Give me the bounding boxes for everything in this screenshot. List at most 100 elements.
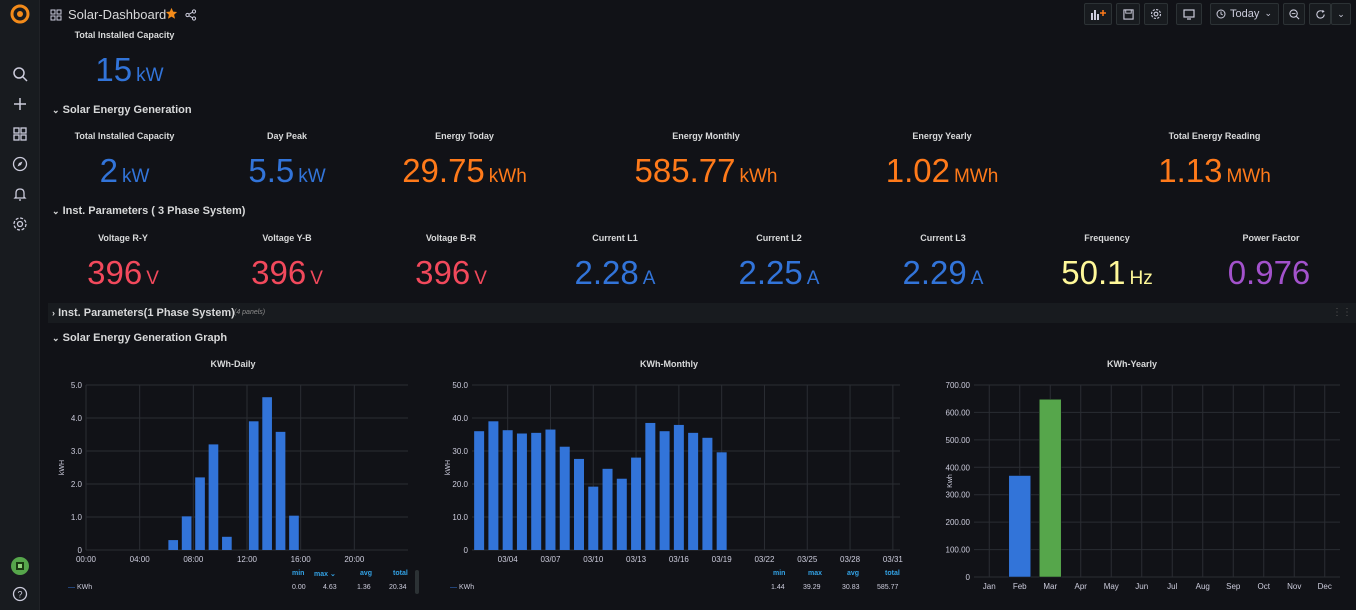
solar-stat-number: 585.77 — [634, 152, 736, 189]
bar — [275, 431, 286, 550]
x-tick-label: Feb — [1013, 582, 1027, 591]
inst-stat-title: Current L2 — [756, 233, 802, 243]
legend-scrollbar[interactable] — [415, 570, 419, 594]
y-tick-label: 100.00 — [946, 546, 971, 555]
chart-daily[interactable]: 0 1.0 2.0 3.0 4.0 5.0 kWH 00:00 04:00 08:00 12:00 1… — [48, 370, 418, 570]
bar — [1039, 399, 1062, 578]
legend-avg: 30.83 — [842, 584, 860, 591]
legend-series-kwh[interactable]: — KWh — [450, 584, 474, 591]
legend-series-label: KWh — [76, 584, 93, 591]
legend-min: 1.44 — [771, 584, 785, 591]
chart-yearly[interactable]: 0 100.00 200.00 300.00 400.00 500.00 600.00 700… — [918, 370, 1346, 595]
inst-stat-title: Voltage R-Y — [98, 233, 148, 243]
legend-header-max[interactable]: max ⌄ — [314, 570, 336, 578]
dashboard-settings-button[interactable] — [1144, 3, 1168, 25]
x-tick-label: 08:00 — [183, 555, 204, 564]
save-dashboard-button[interactable] — [1116, 3, 1140, 25]
legend-header-min[interactable]: min — [773, 570, 786, 577]
inst-stat-value: 2.29 A — [868, 254, 1018, 292]
legend-header-total[interactable]: total — [393, 570, 408, 577]
star-icon[interactable] — [165, 7, 178, 25]
x-tick-label: May — [1104, 582, 1119, 591]
inst-stat-number: 2.25 — [738, 254, 803, 291]
search-icon[interactable] — [10, 64, 30, 84]
y-tick-label: 600.00 — [946, 408, 971, 417]
series-swatch-icon: — — [450, 584, 457, 591]
legend-series-kwh[interactable]: — KWh — [68, 584, 92, 591]
bar — [208, 444, 219, 550]
chart-monthly-title: KWh-Monthly — [640, 359, 698, 369]
grafana-logo-icon[interactable] — [10, 4, 30, 24]
x-tick-label: 12:00 — [237, 555, 258, 564]
row-inst-3-phase[interactable]: ⌄ Inst. Parameters ( 3 Phase System) — [52, 205, 245, 217]
row-solar-energy-generation[interactable]: ⌄ Solar Energy Generation — [52, 104, 192, 116]
inst-stat-value: 0.976 — [1196, 254, 1346, 292]
zoom-out-button[interactable] — [1283, 3, 1305, 25]
add-panel-icon — [1091, 10, 1106, 20]
row-title: Inst. Parameters(1 Phase System) — [58, 307, 235, 319]
x-tick-label: 04:00 — [130, 555, 151, 564]
dashboard-title[interactable]: Solar-Dashboard — [68, 7, 167, 22]
inst-stat-value: 2.28 A — [540, 254, 690, 292]
bar — [559, 446, 570, 550]
gear-icon[interactable] — [10, 214, 30, 234]
inst-stat-title: Power Factor — [1242, 233, 1300, 243]
clock-icon — [1216, 9, 1226, 19]
inst-stat-number: 0.976 — [1227, 254, 1311, 291]
x-tick-label: 00:00 — [76, 555, 97, 564]
legend-header-avg[interactable]: avg — [847, 570, 860, 577]
share-icon[interactable] — [185, 8, 197, 26]
drag-handle-icon[interactable]: ⋮⋮ — [1332, 307, 1352, 318]
legend-series-label: KWh — [458, 584, 475, 591]
inst-stat-unit: A — [970, 268, 984, 289]
x-tick-label: 03/10 — [583, 555, 604, 564]
refresh-button[interactable] — [1309, 3, 1331, 25]
plus-icon[interactable] — [10, 94, 30, 114]
y-axis-label: kWH — [445, 460, 452, 475]
chart-monthly[interactable]: 0 10.0 20.0 30.0 40.0 50.0 kWH 03/04 03/07 03/10 0… — [430, 370, 908, 570]
top-capacity-number: 15 — [95, 51, 133, 88]
legend-max: 39.29 — [803, 584, 821, 591]
time-range-picker[interactable]: Today ⌄ — [1210, 3, 1279, 25]
bell-icon[interactable] — [10, 184, 30, 204]
legend-header-max[interactable]: max — [808, 570, 823, 577]
inst-stat-value: 2.25 A — [704, 254, 854, 292]
help-icon[interactable]: ? — [10, 584, 30, 604]
inst-stat-value: 50.1 Hz — [1032, 254, 1182, 292]
cycle-view-mode-button[interactable] — [1176, 3, 1202, 25]
inst-stat-number: 396 — [415, 254, 471, 291]
inst-stat-title: Current L3 — [920, 233, 966, 243]
inst-stat-unit: V — [146, 268, 159, 289]
inst-stat-title: Current L1 — [592, 233, 638, 243]
chevron-down-icon: ⌄ — [52, 333, 60, 343]
solar-stat-title: Total Energy Reading — [1168, 131, 1261, 141]
legend-header-avg[interactable]: avg — [360, 570, 373, 577]
dashboards-icon[interactable] — [10, 124, 30, 144]
x-tick-label: 03/22 — [754, 555, 775, 564]
chevron-down-icon: ⌄ — [1264, 8, 1272, 18]
explore-compass-icon[interactable] — [10, 154, 30, 174]
row-title: Inst. Parameters ( 3 Phase System) — [62, 205, 246, 217]
gear-icon — [1150, 8, 1162, 20]
bar — [262, 397, 272, 550]
legend-header-min[interactable]: min — [292, 570, 305, 577]
refresh-interval-dropdown[interactable]: ⌄ — [1331, 3, 1351, 25]
avatar[interactable] — [10, 556, 30, 576]
bar — [616, 478, 627, 550]
y-tick-label: 30.0 — [452, 447, 468, 456]
chevron-down-icon: ⌄ — [1337, 8, 1345, 19]
bar — [716, 452, 727, 550]
bar — [702, 437, 713, 550]
bar — [474, 431, 485, 550]
row-inst-1-phase[interactable]: › Inst. Parameters(1 Phase System) (4 pa… — [48, 303, 1356, 323]
top-capacity-title: Total Installed Capacity — [74, 30, 175, 40]
x-tick-label: Nov — [1287, 582, 1301, 591]
legend-header-total[interactable]: total — [885, 570, 900, 577]
x-tick-label: 16:00 — [291, 555, 312, 564]
x-tick-label: Jul — [1167, 582, 1177, 591]
inst-stat-value: 396 V — [48, 254, 198, 292]
inst-stat-title: Voltage B-R — [425, 233, 477, 243]
inst-stat-number: 50.1 — [1061, 254, 1126, 291]
add-panel-button[interactable] — [1084, 3, 1112, 25]
row-solar-energy-graph[interactable]: ⌄ Solar Energy Generation Graph — [52, 332, 227, 344]
